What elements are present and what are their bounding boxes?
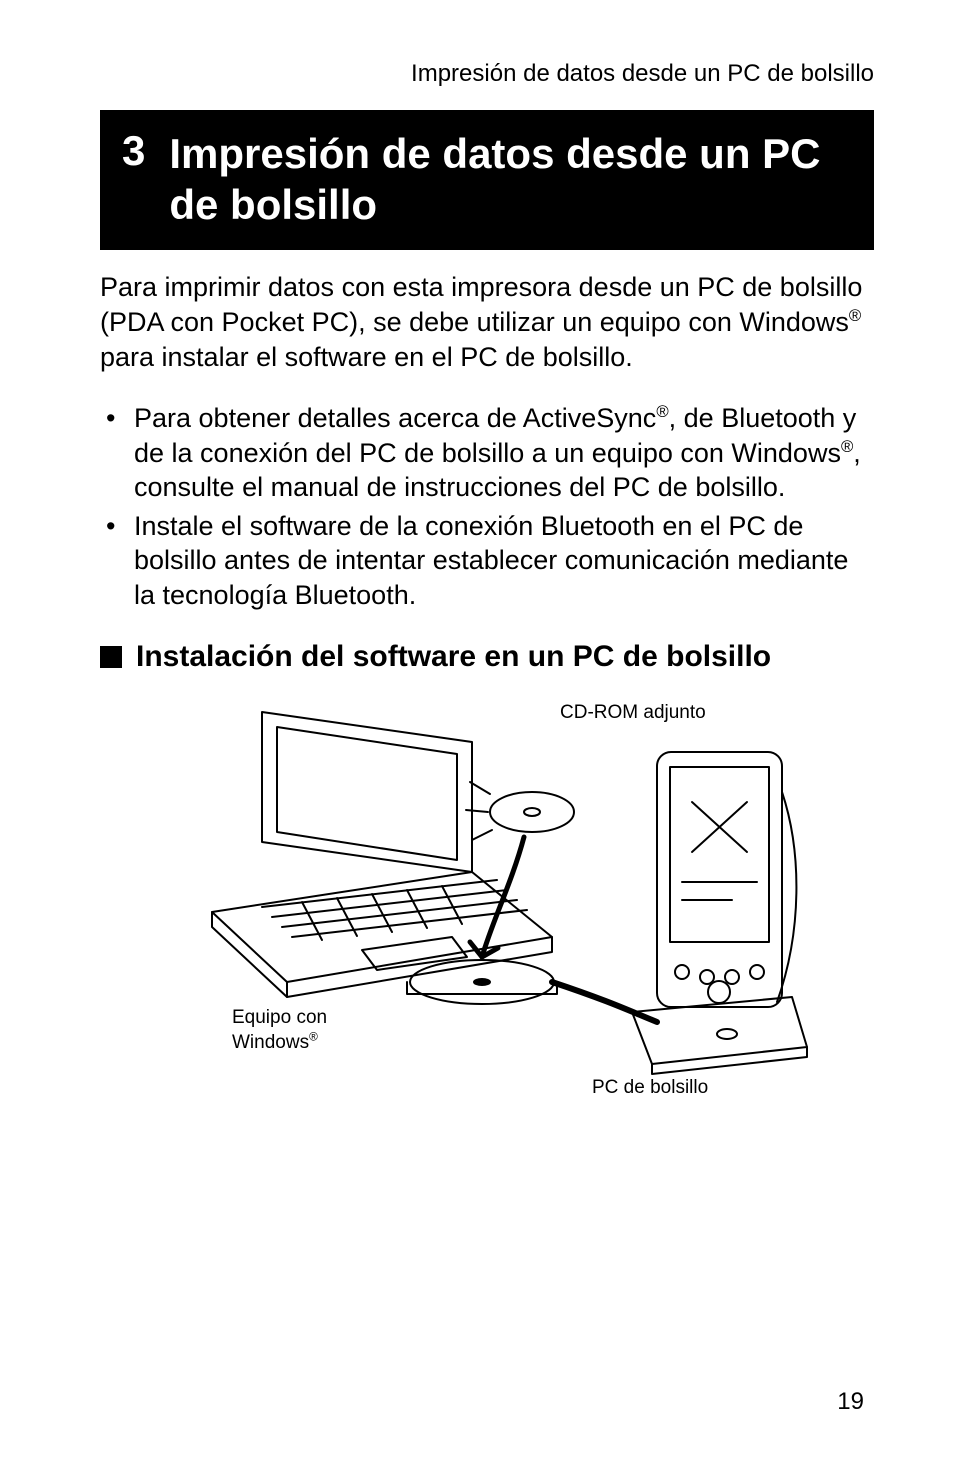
chapter-number: 3 (122, 128, 145, 174)
intro-paragraph: Para imprimir datos con esta impresora d… (100, 270, 874, 374)
page: Impresión de datos desde un PC de bolsil… (0, 0, 954, 1458)
page-number: 19 (837, 1388, 864, 1416)
pocket-pc-label: PC de bolsillo (592, 1077, 708, 1100)
diagram-container: CD-ROM adjunto Equipo con Windows® PC de… (100, 682, 874, 1112)
installation-diagram: CD-ROM adjunto Equipo con Windows® PC de… (152, 682, 822, 1112)
cd-icon (466, 782, 574, 840)
chapter-heading-bar: 3 Impresión de datos desde un PC de bols… (100, 110, 874, 250)
laptop-icon (212, 712, 557, 1004)
running-header: Impresión de datos desde un PC de bolsil… (100, 60, 874, 88)
arrow-icon (470, 837, 524, 957)
chapter-title: Impresión de datos desde un PC de bolsil… (169, 128, 852, 230)
bullet-item: Para obtener detalles acerca de ActiveSy… (100, 401, 874, 505)
windows-pc-label-line1: Equipo con (232, 1007, 327, 1028)
cd-rom-label: CD-ROM adjunto (560, 702, 706, 725)
windows-pc-label: Equipo con Windows® (232, 1007, 327, 1054)
bullet-item: Instale el software de la conexión Bluet… (100, 509, 874, 613)
bullet-list: Para obtener detalles acerca de ActiveSy… (100, 401, 874, 612)
section-heading-text: Instalación del software en un PC de bol… (136, 640, 771, 674)
cable-icon (552, 982, 657, 1022)
section-heading: Instalación del software en un PC de bol… (100, 640, 874, 674)
square-bullet-icon (100, 646, 122, 668)
pocket-pc-icon (632, 752, 807, 1074)
windows-pc-label-line2: Windows® (232, 1032, 318, 1053)
